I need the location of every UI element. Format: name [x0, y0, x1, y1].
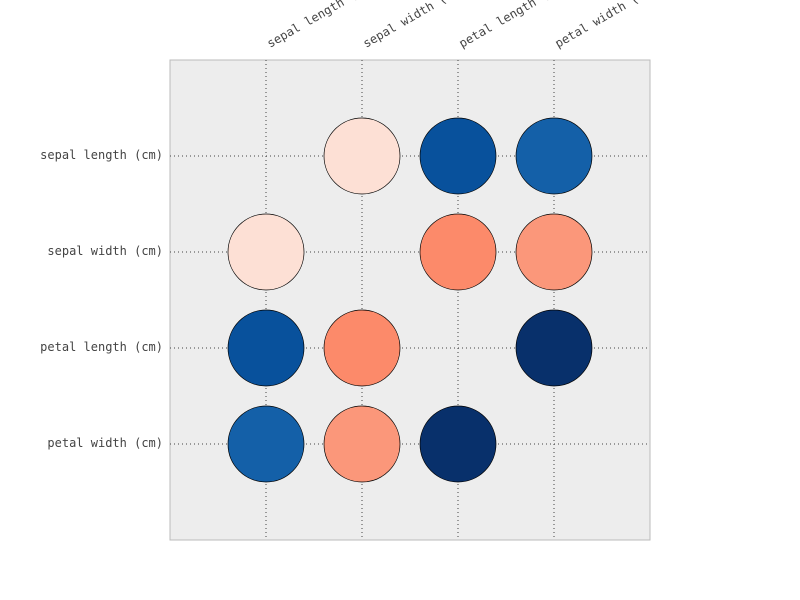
x-axis-tick-labels: sepal length (cm) sepal width (cm) petal…: [265, 0, 660, 51]
y-tick-label: petal length (cm): [40, 340, 163, 354]
correlation-circle: [515, 117, 593, 195]
correlation-circles: [227, 117, 593, 483]
y-axis-tick-labels: sepal length (cm) sepal width (cm) petal…: [40, 148, 163, 450]
y-tick-label: sepal length (cm): [40, 148, 163, 162]
x-tick-label: petal length (cm): [457, 0, 570, 51]
correlation-circle: [515, 213, 593, 291]
correlation-circle: [323, 405, 401, 483]
x-tick-label: petal width (cm): [553, 0, 660, 51]
correlation-circle: [515, 309, 593, 387]
correlation-circle: [227, 405, 305, 483]
x-tick-label: sepal width (cm): [361, 0, 468, 51]
correlation-circle: [323, 309, 401, 387]
x-tick-label: sepal length (cm): [265, 0, 378, 51]
correlation-circle: [419, 405, 497, 483]
correlation-circle: [227, 309, 305, 387]
correlation-circle: [419, 117, 497, 195]
correlation-circle: [227, 213, 305, 291]
y-tick-label: sepal width (cm): [47, 244, 163, 258]
correlation-circle: [419, 213, 497, 291]
y-tick-label: petal width (cm): [47, 436, 163, 450]
correlation-circle: [323, 117, 401, 195]
